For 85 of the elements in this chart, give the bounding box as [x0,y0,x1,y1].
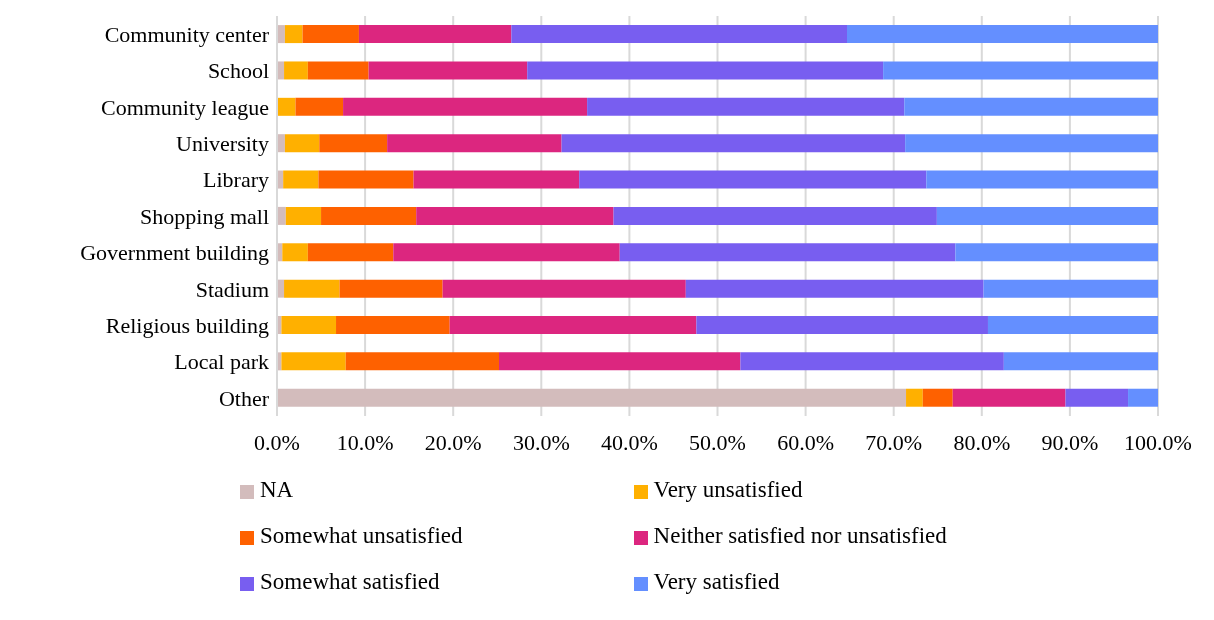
x-tick-label: 20.0% [424,429,482,455]
bar [336,316,450,334]
y-tick-label: Community center [104,21,270,47]
x-tick-label: 80.0% [953,429,1011,455]
bar [285,206,322,225]
bar [318,170,414,189]
bar [696,316,988,334]
x-tick-label: 100.0% [1124,429,1192,455]
bar [987,316,1158,334]
bar [499,352,741,371]
y-tick-label: Government building [80,240,269,266]
y-tick-label: Stadium [195,276,269,302]
bar [955,243,1158,262]
y-tick-label: University [176,131,269,157]
x-tick-label: 40.0% [600,429,658,455]
bar [321,206,417,225]
bar [847,25,1158,44]
bar [345,352,500,371]
bar [284,25,303,44]
bar [449,316,697,334]
bar [277,388,907,407]
legend-label: Neither satisfied nor unsatisfied [653,523,947,548]
bar [302,25,359,44]
bar [906,388,923,407]
bar [393,243,620,262]
bar [922,388,953,407]
x-tick-label: 30.0% [512,429,570,455]
bar [561,134,906,153]
bar [442,279,686,298]
bar [307,61,369,80]
bar [413,170,580,189]
bar [339,279,443,298]
bar [740,352,1004,371]
bar [936,206,1158,225]
bar [416,206,614,225]
bar [281,352,346,371]
bar [527,61,884,80]
bar [319,134,388,153]
legend-label: Somewhat satisfied [260,569,440,594]
bar [284,279,340,298]
y-tick-label: School [207,58,269,84]
bar [284,61,308,80]
y-tick-label: Community league [100,94,269,120]
legend-label: Very satisfied [653,569,780,594]
bar [387,134,562,153]
bar [358,25,512,44]
y-tick-label: Religious building [105,312,269,338]
x-tick-label: 90.0% [1041,429,1099,455]
bar [307,243,394,262]
bar [587,97,905,116]
x-tick-label: 50.0% [689,429,746,455]
bar [295,97,344,116]
bar [281,316,337,334]
bar [1065,388,1129,407]
bar [1003,352,1158,371]
bar [904,97,1158,116]
bar [1128,388,1158,407]
bar [883,61,1158,80]
y-tick-label: Library [203,167,269,193]
bar [277,97,296,116]
bar [983,279,1158,298]
bar [511,25,848,44]
bar [926,170,1158,189]
bar [905,134,1158,153]
bar [685,279,984,298]
bar [277,206,286,225]
legend-label: Somewhat unsatisfied [260,523,463,548]
x-tick-label: 60.0% [777,429,835,455]
bar [613,206,937,225]
bar [579,170,927,189]
y-tick-label: Shopping mall [140,203,269,229]
bar [283,170,319,189]
bar [368,61,528,80]
bar [284,134,320,153]
y-tick-label: Other [218,385,270,411]
bar [282,243,308,262]
x-tick-label: 70.0% [865,429,923,455]
legend-label: NA [260,477,294,502]
bar [952,388,1066,407]
bar [343,97,588,116]
x-tick-label: 10.0% [336,429,394,455]
bar [619,243,956,262]
x-tick-label: 0.0% [254,429,300,455]
y-tick-label: Local park [174,349,269,375]
legend-label: Very unsatisfied [653,477,803,502]
